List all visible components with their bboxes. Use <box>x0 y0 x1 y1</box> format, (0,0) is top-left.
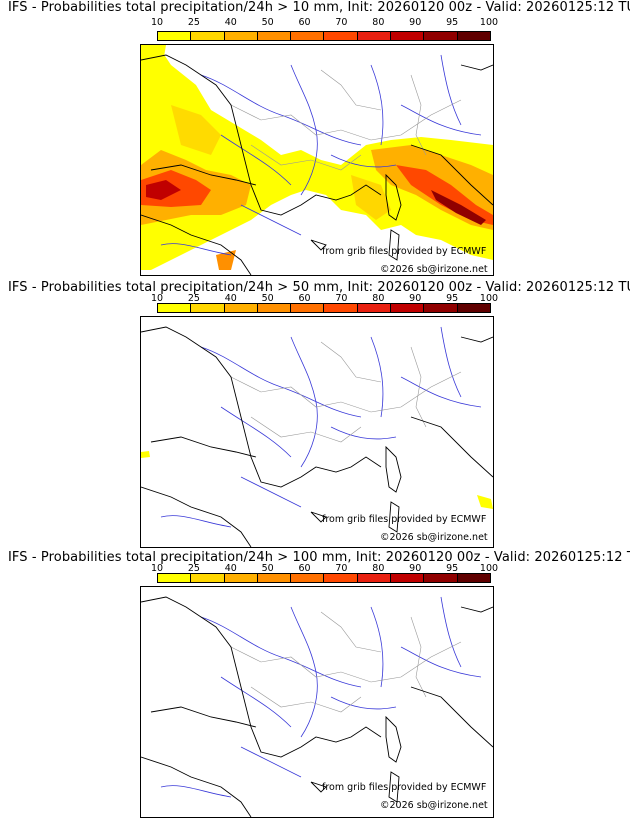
colorbar-segment <box>424 574 458 582</box>
panel-title: IFS - Probabilities total precipitation/… <box>8 280 630 295</box>
colorbar-tick-label: 10 <box>150 563 164 574</box>
colorbar-tick-label: 100 <box>479 563 499 574</box>
borders <box>230 69 462 171</box>
rivers <box>160 54 482 256</box>
colorbar-tick-label: 80 <box>372 563 385 574</box>
colorbar-tick-label: 60 <box>298 293 311 304</box>
borders <box>230 611 462 713</box>
copyright: ©2026 sb@irizone.net <box>380 532 488 543</box>
colorbar-segment <box>391 574 425 582</box>
panel-10mm: IFS - Probabilities total precipitation/… <box>0 0 630 276</box>
colorbar <box>157 303 491 313</box>
colorbar-segment <box>224 574 258 582</box>
colorbar-segment <box>357 32 392 40</box>
colorbar-labels: 10 25 40 50 60 70 80 90 95 100 <box>150 17 498 29</box>
coastlines <box>141 326 493 547</box>
colorbar-segment <box>324 304 358 312</box>
colorbar-segment <box>224 32 258 40</box>
map-50mm <box>140 316 494 548</box>
source-credit: from grib files provided by ECMWF <box>322 246 487 257</box>
colorbar-segment <box>457 574 490 582</box>
colorbar-tick-label: 50 <box>261 563 274 574</box>
map-100mm <box>140 586 494 818</box>
colorbar-tick-label: 40 <box>224 563 237 574</box>
map-10mm <box>140 44 494 276</box>
colorbar-tick-label: 70 <box>335 563 348 574</box>
copyright: ©2026 sb@irizone.net <box>380 264 488 275</box>
colorbar <box>157 31 491 41</box>
colorbar-tick-label: 70 <box>335 17 348 28</box>
colorbar-segment <box>357 304 392 312</box>
panel-title: IFS - Probabilities total precipitation/… <box>8 0 630 15</box>
colorbar-segment <box>424 304 458 312</box>
colorbar-segment <box>291 574 325 582</box>
colorbar-segment <box>457 304 490 312</box>
colorbar-segment <box>158 574 192 582</box>
colorbar-segment <box>224 304 258 312</box>
colorbar-labels: 10 25 40 50 60 70 80 90 95 100 <box>150 293 498 305</box>
colorbar-tick-label: 50 <box>261 293 274 304</box>
coastlines <box>141 596 493 817</box>
colorbar-tick-label: 90 <box>409 563 422 574</box>
colorbar-tick-label: 25 <box>187 17 200 28</box>
colorbar-segment <box>191 32 225 40</box>
rivers <box>160 326 482 528</box>
colorbar-segment <box>257 574 292 582</box>
colorbar-segment <box>391 304 425 312</box>
map-graphic <box>141 596 493 817</box>
rivers <box>160 596 482 798</box>
colorbar-segment <box>457 32 490 40</box>
colorbar-tick-label: 100 <box>479 17 499 28</box>
colorbar-tick-label: 80 <box>372 17 385 28</box>
colorbar-tick-label: 40 <box>224 293 237 304</box>
coastlines <box>141 54 493 275</box>
colorbar-tick-label: 60 <box>298 563 311 574</box>
colorbar-tick-label: 10 <box>150 293 164 304</box>
colorbar-segment <box>324 32 358 40</box>
colorbar-segment <box>291 32 325 40</box>
source-credit: from grib files provided by ECMWF <box>322 782 487 793</box>
colorbar-tick-label: 95 <box>446 17 459 28</box>
colorbar-tick-label: 90 <box>409 17 422 28</box>
colorbar-tick-label: 100 <box>479 293 499 304</box>
precip-probability-shading <box>141 45 493 270</box>
colorbar-tick-label: 50 <box>261 17 274 28</box>
borders <box>230 341 462 443</box>
colorbar-segment <box>257 32 292 40</box>
colorbar-tick-label: 60 <box>298 17 311 28</box>
map-graphic <box>141 45 493 275</box>
colorbar-segment <box>191 304 225 312</box>
colorbar-tick-label: 10 <box>150 17 164 28</box>
panel-title: IFS - Probabilities total precipitation/… <box>8 550 630 565</box>
colorbar-segment <box>158 304 192 312</box>
map-graphic <box>141 326 493 547</box>
precip-probability-shading <box>141 451 493 509</box>
colorbar-tick-label: 80 <box>372 293 385 304</box>
colorbar-tick-label: 25 <box>187 563 200 574</box>
colorbar <box>157 573 491 583</box>
copyright: ©2026 sb@irizone.net <box>380 800 488 811</box>
colorbar-tick-label: 90 <box>409 293 422 304</box>
colorbar-tick-label: 25 <box>187 293 200 304</box>
colorbar-segment <box>424 32 458 40</box>
panel-100mm: IFS - Probabilities total precipitation/… <box>0 546 630 822</box>
colorbar-segment <box>191 574 225 582</box>
colorbar-segment <box>324 574 358 582</box>
source-credit: from grib files provided by ECMWF <box>322 514 487 525</box>
colorbar-segment <box>291 304 325 312</box>
colorbar-labels: 10 25 40 50 60 70 80 90 95 100 <box>150 563 498 575</box>
colorbar-tick-label: 95 <box>446 563 459 574</box>
colorbar-segment <box>257 304 292 312</box>
colorbar-segment <box>158 32 192 40</box>
panel-50mm: IFS - Probabilities total precipitation/… <box>0 276 630 552</box>
colorbar-tick-label: 40 <box>224 17 237 28</box>
colorbar-segment <box>357 574 392 582</box>
colorbar-tick-label: 95 <box>446 293 459 304</box>
colorbar-tick-label: 70 <box>335 293 348 304</box>
colorbar-segment <box>391 32 425 40</box>
